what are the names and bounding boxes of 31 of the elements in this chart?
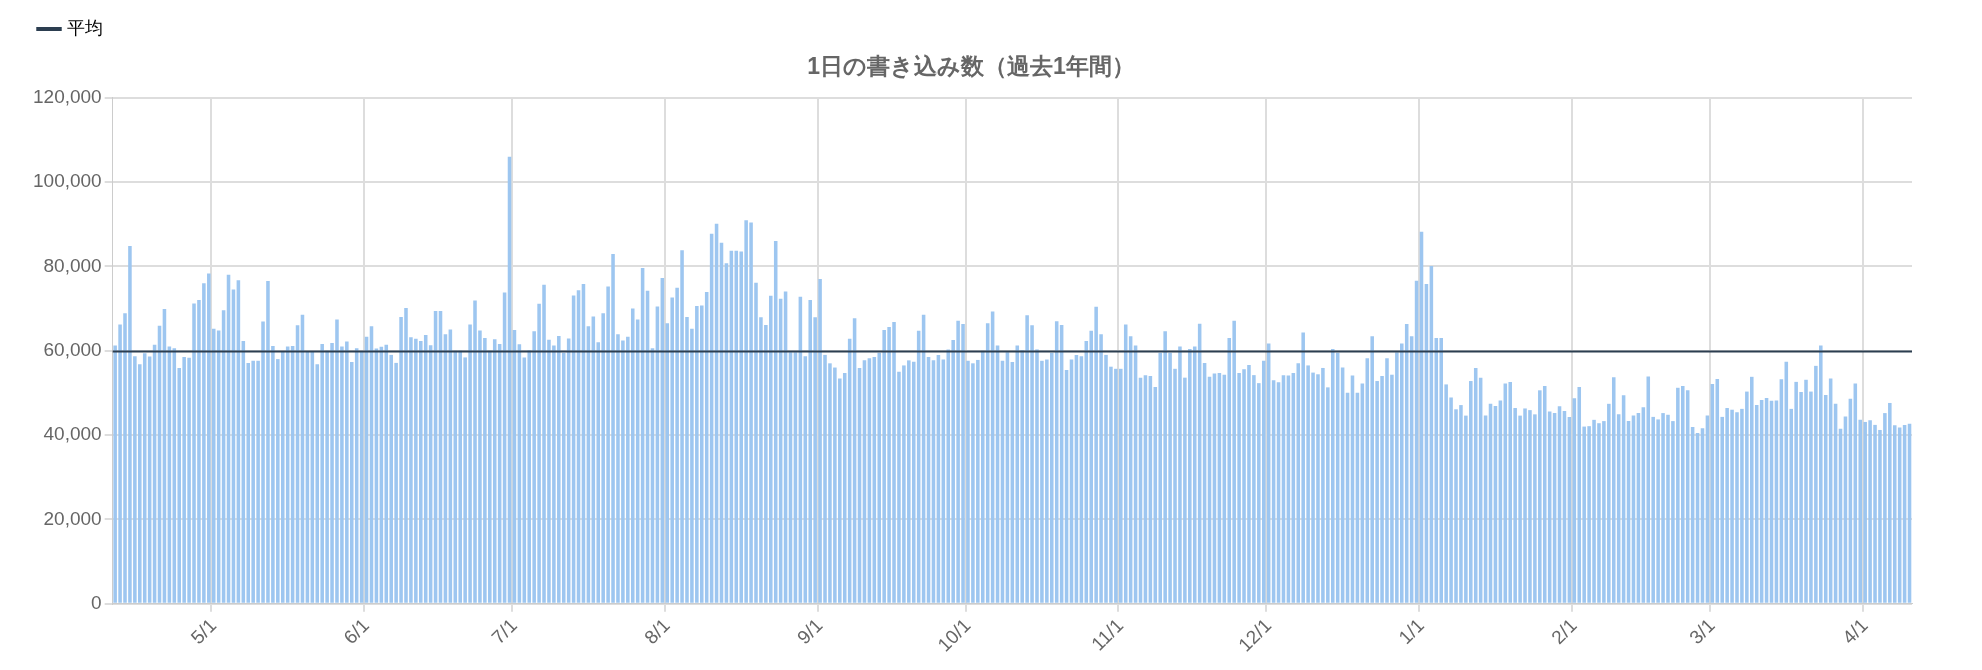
legend-label: 平均	[67, 17, 103, 38]
x-tick-label: 1/1	[1394, 614, 1429, 648]
bar	[1508, 381, 1513, 603]
y-tick-label: 0	[91, 591, 102, 613]
x-tick-label: 6/1	[339, 614, 374, 648]
x-tick-label: 12/1	[1234, 614, 1276, 656]
y-tick-label: 40,000	[43, 423, 102, 445]
x-tick-label: 10/1	[933, 614, 975, 656]
bar	[630, 308, 635, 603]
bar	[492, 339, 497, 603]
x-tick-label: 11/1	[1087, 614, 1128, 655]
bar	[1577, 386, 1582, 603]
bar	[1646, 376, 1651, 603]
y-tick-label: 100,000	[32, 170, 102, 192]
bar	[1330, 348, 1335, 603]
x-tick-label: 7/1	[487, 614, 521, 648]
bar	[1473, 367, 1478, 603]
x-tick-label: 8/1	[640, 614, 674, 648]
chart-title: 1日の書き込み数（過去1年間）	[807, 53, 1135, 80]
x-tick-label: 5/1	[186, 614, 221, 648]
y-tick-label: 120,000	[32, 85, 102, 107]
y-tick-label: 60,000	[43, 338, 102, 360]
x-tick-label: 4/1	[1838, 614, 1872, 648]
x-tick-label: 2/1	[1547, 614, 1581, 648]
bar	[1542, 386, 1547, 603]
x-tick-label: 3/1	[1685, 614, 1719, 648]
bar	[1611, 377, 1616, 603]
y-tick-label: 80,000	[43, 254, 102, 276]
y-tick-label: 20,000	[43, 507, 102, 529]
bar	[1015, 345, 1020, 603]
x-tick-label: 9/1	[793, 614, 827, 648]
